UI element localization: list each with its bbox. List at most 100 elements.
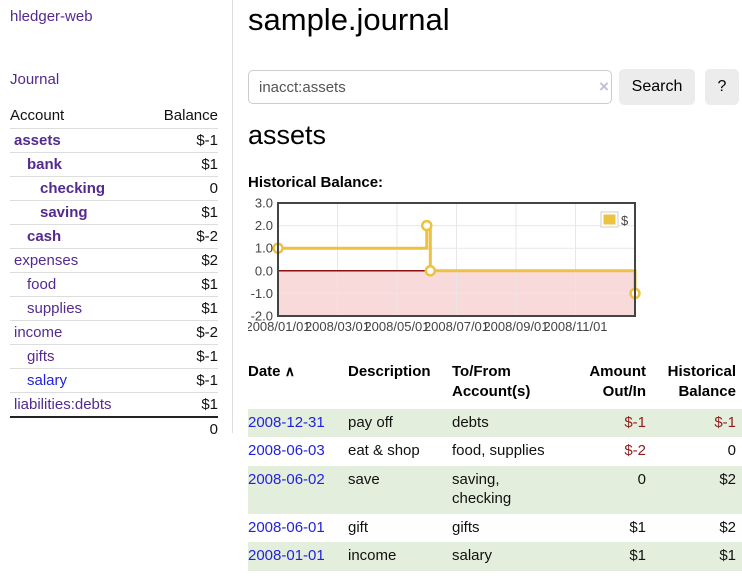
register-description: income (348, 547, 397, 565)
svg-text:-1.0: -1.0 (251, 286, 273, 301)
account-link-gifts[interactable]: gifts (27, 348, 55, 365)
account-row: liabilities:debts $1 (10, 392, 218, 417)
account-row: saving $1 (10, 200, 218, 225)
account-balance: $1 (145, 152, 218, 177)
register-date-link[interactable]: 2008-06-02 (248, 471, 325, 488)
account-balance: $-1 (145, 368, 218, 393)
account-link-income[interactable]: income (14, 324, 63, 341)
register-date-link[interactable]: 2008-06-01 (248, 518, 325, 536)
register-balance: $1 (719, 547, 736, 565)
svg-text:3.0: 3.0 (255, 196, 273, 211)
register-accounts: debts (452, 413, 489, 431)
sidebar-item-journal[interactable]: Journal (10, 71, 60, 88)
register-amount: 0 (637, 471, 646, 488)
svg-text:1.0: 1.0 (255, 241, 273, 256)
register-amount: $1 (629, 547, 646, 565)
account-link-supplies[interactable]: supplies (27, 300, 83, 317)
account-link-liabilities-debts[interactable]: liabilities:debts (14, 396, 112, 413)
register-header-date[interactable]: Date ∧ (248, 363, 295, 380)
svg-text:2008/03/01: 2008/03/01 (305, 319, 370, 334)
register-row: 2008-12-31 pay off debts $-1 $-1 (248, 408, 742, 438)
account-balance: 0 (145, 176, 218, 201)
account-row: income $-2 (10, 320, 218, 345)
account-row: gifts $-1 (10, 344, 218, 369)
svg-text:$: $ (621, 213, 629, 228)
sort-ascending-icon: ∧ (284, 363, 295, 379)
account-balance: $-2 (145, 224, 218, 249)
register-header-balance: Historical Balance (667, 363, 736, 401)
account-row: bank $1 (10, 152, 218, 177)
register-amount: $-2 (624, 442, 646, 460)
register-row: 2008-06-03 eat & shop food, supplies $-2 0 (248, 437, 742, 466)
svg-text:2008/07/01: 2008/07/01 (424, 319, 489, 334)
accounts-table: Account Balance assets $-1 bank $1 checking 0… (10, 104, 218, 441)
sidebar: hledger-web Journal Account Balance asse… (0, 0, 233, 441)
clear-search-icon[interactable]: × (599, 77, 609, 96)
register-row: 2008-06-02 save saving, checking 0 $2 (248, 466, 742, 514)
accounts-total-row: 0 (10, 416, 218, 441)
register-header-description: Description (348, 363, 431, 380)
account-link-food[interactable]: food (27, 276, 57, 293)
accounts-table-body: assets $-1 bank $1 checking 0 saving $1 cash $-2 e… (10, 128, 218, 417)
account-balance: $-1 (145, 344, 218, 369)
svg-text:2008/11/01: 2008/11/01 (543, 319, 607, 334)
account-balance: $-2 (145, 320, 218, 345)
search-input[interactable] (248, 70, 612, 104)
account-link-salary[interactable]: salary (27, 372, 68, 389)
main-content: sample.journal × Search ? assets Histori… (245, 0, 742, 582)
account-balance: $1 (145, 296, 218, 321)
register-date-link[interactable]: 2008-06-03 (248, 442, 325, 460)
help-button[interactable]: ? (705, 69, 739, 105)
accounts-total-spacer (10, 416, 146, 441)
register-balance: $2 (719, 518, 736, 536)
account-heading: assets (248, 120, 327, 150)
account-row: checking 0 (10, 176, 218, 201)
register-accounts: food, supplies (452, 442, 545, 460)
register-table: Date ∧ Description To/From Account(s) Am… (248, 358, 742, 571)
historical-balance-chart: $3.0 2.0 1.0 0.0 -1.0 -2.02008/01/012008/03/0… (245, 196, 641, 334)
register-header-row: Date ∧ Description To/From Account(s) Am… (248, 358, 742, 409)
register-description: eat & shop (348, 442, 420, 460)
account-row: assets $-1 (10, 128, 218, 153)
account-row: food $1 (10, 272, 218, 297)
register-date-link[interactable]: 2008-01-01 (248, 547, 325, 565)
account-row: supplies $1 (10, 296, 218, 321)
svg-text:-2.0: -2.0 (251, 309, 273, 324)
app-title-link[interactable]: hledger-web (10, 8, 93, 25)
accounts-header-account: Account (10, 107, 65, 124)
register-date-link[interactable]: 2008-12-31 (248, 413, 325, 431)
svg-text:0.0: 0.0 (255, 263, 273, 278)
register-amount: $1 (629, 518, 646, 536)
chart-container: $3.0 2.0 1.0 0.0 -1.0 -2.0 2008/01/01 2008/03/0… (245, 196, 648, 341)
account-balance: $-1 (145, 128, 218, 153)
account-balance: $1 (145, 200, 218, 225)
register-accounts: saving, checking (452, 471, 512, 507)
account-link-cash[interactable]: cash (27, 228, 62, 245)
account-balance: $1 (145, 272, 218, 297)
accounts-header-balance: Balance (163, 107, 218, 124)
register-accounts: salary (452, 547, 493, 565)
account-link-expenses[interactable]: expenses (14, 252, 79, 269)
account-link-bank[interactable]: bank (27, 156, 63, 173)
svg-text:2.0: 2.0 (255, 218, 273, 233)
svg-text:2008/05/01: 2008/05/01 (364, 319, 429, 334)
register-balance: $-1 (714, 413, 736, 431)
account-row: cash $-2 (10, 224, 218, 249)
register-header-accounts: To/From Account(s) (452, 363, 531, 401)
register-amount: $-1 (624, 413, 646, 431)
register-accounts: gifts (452, 518, 480, 536)
account-link-checking[interactable]: checking (40, 180, 106, 197)
search-bar: × Search ? (248, 69, 742, 105)
register-description: save (348, 471, 380, 488)
accounts-total-value: 0 (145, 416, 218, 441)
svg-text:2008/09/01: 2008/09/01 (483, 319, 548, 334)
register-table-body: 2008-12-31 pay off debts $-1 $-1 2008-06-03 ea… (248, 408, 742, 571)
account-link-saving[interactable]: saving (40, 204, 88, 221)
register-description: gift (348, 518, 369, 536)
search-button[interactable]: Search (619, 69, 695, 105)
accounts-table-header-row: Account Balance (10, 104, 218, 129)
register-description: pay off (348, 413, 393, 431)
account-link-assets[interactable]: assets (14, 132, 61, 149)
page-title: sample.journal (248, 2, 450, 37)
